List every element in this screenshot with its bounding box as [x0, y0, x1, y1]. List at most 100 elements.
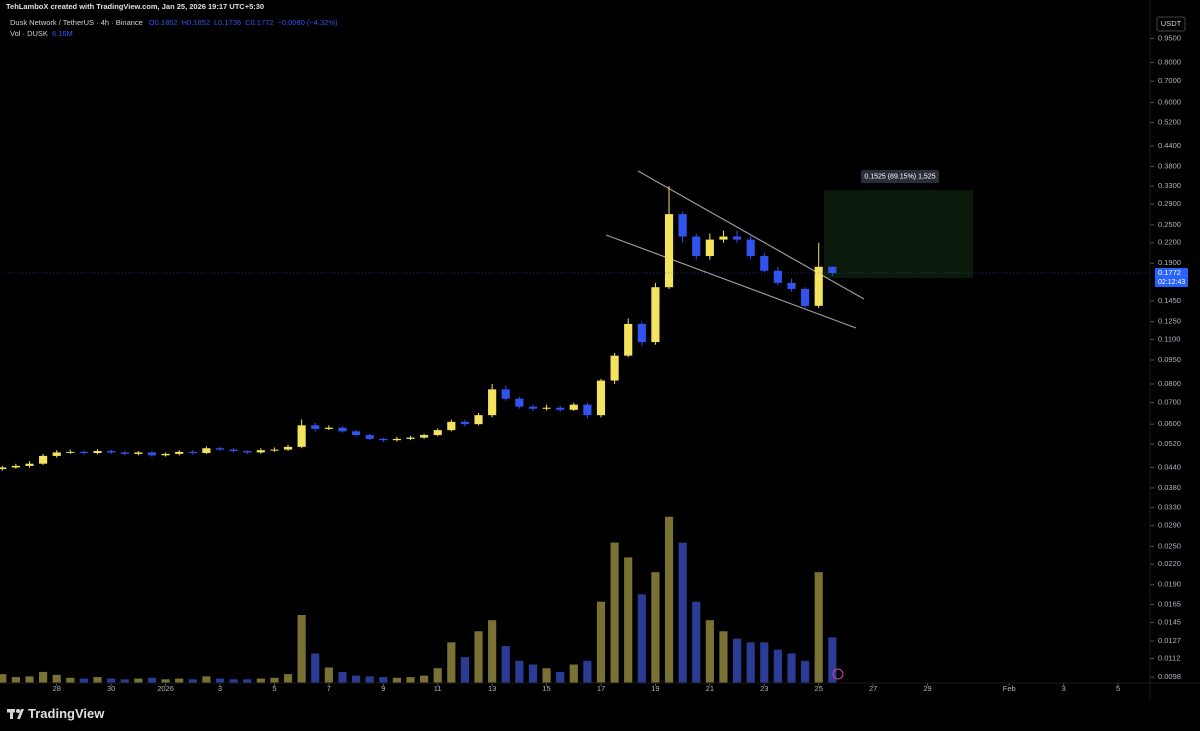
volume-bar	[705, 620, 714, 683]
candle-body	[297, 425, 306, 447]
volume-bar	[256, 678, 265, 683]
volume-title[interactable]: Vol · DUSK	[10, 29, 48, 38]
y-tick-label: 0.9500	[1158, 33, 1181, 42]
candle-body	[52, 452, 61, 456]
x-tick-label: 29	[923, 684, 931, 693]
y-tick-label: 0.0950	[1158, 355, 1181, 364]
candle-body	[311, 425, 320, 429]
candle-body	[719, 236, 728, 240]
volume-bar	[515, 660, 524, 683]
candle-body	[651, 287, 660, 343]
candle-body	[637, 323, 646, 343]
brand[interactable]: TradingView	[28, 706, 105, 721]
x-tick-label: 3	[1062, 684, 1066, 693]
volume-bar	[324, 667, 333, 683]
volume-bar	[556, 671, 565, 683]
candle-body	[501, 389, 510, 399]
x-tick-label: 23	[760, 684, 768, 693]
volume-bar	[283, 674, 293, 683]
volume-bar	[746, 642, 755, 683]
y-tick-label: 0.0250	[1158, 541, 1181, 550]
volume-bar	[120, 679, 129, 683]
volume-bar	[787, 653, 796, 683]
x-tick-label: 27	[869, 684, 877, 693]
volume-bar	[488, 620, 497, 683]
y-tick-label: 0.0700	[1158, 398, 1181, 407]
y-tick-label: 0.8000	[1158, 57, 1181, 66]
candle-body	[760, 256, 769, 271]
candle-body	[351, 431, 361, 436]
candle-body	[610, 355, 619, 381]
volume-bar	[365, 676, 374, 683]
x-tick-label: 15	[542, 684, 550, 693]
alert-icon[interactable]	[832, 668, 844, 680]
volume-bar	[692, 601, 701, 683]
y-tick-label: 0.0127	[1158, 636, 1181, 645]
candle-body	[66, 451, 75, 453]
y-tick-label: 0.0380	[1158, 483, 1181, 492]
x-tick-label: 19	[651, 684, 659, 693]
candle-body	[447, 421, 456, 431]
candle-body	[147, 452, 157, 456]
y-tick-label: 0.0330	[1158, 503, 1181, 512]
x-tick-label: 13	[488, 684, 496, 693]
volume-bar	[569, 664, 578, 683]
volume-bar	[828, 637, 837, 683]
candle-body	[624, 323, 633, 356]
candle-body	[746, 239, 755, 257]
volume-bar	[583, 660, 592, 683]
volume-bar	[161, 679, 170, 683]
y-tick-label: 0.0145	[1158, 617, 1181, 626]
candle-body	[556, 407, 565, 410]
y-tick-label: 0.0190	[1158, 580, 1181, 589]
currency-box[interactable]	[1156, 16, 1186, 32]
measure-area[interactable]	[824, 190, 973, 278]
volume-bar	[406, 677, 415, 683]
trend-line-lower[interactable]	[605, 234, 857, 329]
volume-bar	[215, 678, 225, 683]
candle-body	[474, 415, 483, 425]
candle-body	[175, 451, 184, 454]
volume-bar	[801, 660, 810, 683]
volume-bar	[66, 677, 75, 683]
candle-body	[324, 427, 333, 429]
y-tick-label: 0.0800	[1158, 379, 1181, 388]
countdown: 02:12:43	[1158, 279, 1185, 286]
volume-bar	[25, 676, 34, 683]
ohlc-open: O0.1852	[149, 18, 178, 27]
candle-body	[120, 452, 129, 454]
volume-bar	[624, 557, 633, 683]
ohlc-close: C0.1772	[245, 18, 273, 27]
volume-bar	[147, 677, 157, 683]
volume-bar	[433, 668, 442, 683]
candle-body	[256, 450, 265, 453]
x-tick-label: 9	[381, 684, 385, 693]
candle-body	[243, 451, 252, 453]
volume-bar	[732, 638, 742, 683]
volume-bar	[664, 516, 674, 683]
y-tick-label: 0.0290	[1158, 521, 1181, 530]
volume-bar	[379, 677, 388, 683]
x-tick-label: Feb	[1003, 684, 1016, 693]
volume-bar	[229, 679, 238, 683]
y-tick-label: 0.5200	[1158, 118, 1181, 127]
volume-bar	[460, 657, 470, 683]
trend-line-upper[interactable]	[637, 170, 865, 300]
candle-body	[93, 451, 102, 454]
y-tick-label: 0.0098	[1158, 672, 1181, 681]
candle-body	[406, 437, 415, 439]
y-tick-label: 0.0112	[1158, 654, 1180, 663]
candle-body	[528, 406, 538, 409]
volume-bar	[0, 674, 7, 683]
x-tick-label: 30	[107, 684, 115, 693]
candle-body	[79, 451, 89, 454]
symbol-title[interactable]: Dusk Network / TetherUS · 4h · Binance	[10, 18, 143, 27]
candle-body	[134, 452, 143, 454]
x-tick-label: 17	[597, 684, 605, 693]
y-tick-label: 0.3800	[1158, 161, 1181, 170]
volume-bar	[297, 615, 306, 683]
candle-body	[596, 380, 606, 416]
candle-body	[801, 288, 810, 306]
volume-bar	[814, 572, 823, 683]
volume-bar	[760, 642, 769, 683]
